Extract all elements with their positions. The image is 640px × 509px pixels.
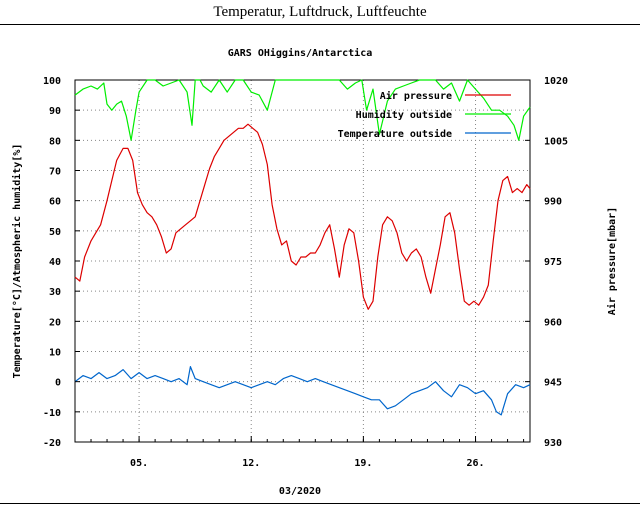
x-tick-label: 12.: [242, 458, 260, 469]
x-tick-label: 19.: [354, 458, 372, 469]
legend: Air pressure Humidity outside Temperature …: [338, 90, 511, 140]
y-tick-label-left: -20: [43, 438, 61, 449]
y-tick-label-right: 930: [544, 438, 562, 449]
y-tick-label-left: 50: [49, 227, 61, 238]
footer-rule: [0, 503, 640, 504]
x-tick-label: 26.: [466, 458, 484, 469]
y-tick-label-right: 945: [544, 378, 562, 389]
page-title: Temperatur, Luftdruck, Luftfeuchte: [213, 4, 427, 20]
series-line-air-pressure: [74, 123, 531, 310]
y-tick-label-right: 1020: [544, 76, 568, 87]
legend-label-temperature-outside: Temperature outside: [338, 128, 452, 140]
y-tick-label-left: 0: [55, 378, 61, 389]
y-tick-label-left: 80: [49, 136, 61, 147]
y-axis-label-left: Temperature[°C]/Atmospheric humidity[%]: [11, 144, 23, 379]
y-tick-label-right: 975: [544, 257, 562, 268]
y-tick-label-left: 30: [49, 287, 61, 298]
y-tick-label-left: 90: [49, 106, 61, 117]
y-tick-label-left: 60: [49, 197, 61, 208]
y-tick-label-left: 20: [49, 317, 61, 328]
y-axis-label-right: Air pressure[mbar]: [606, 207, 618, 315]
y-tick-label-right: 960: [544, 317, 562, 328]
series-line-humidity-outside: [74, 79, 531, 141]
chart-title: GARS OHiggins/Antarctica: [228, 47, 373, 59]
axis-ticks: -20-100102030405060708090100930945960975…: [43, 76, 568, 469]
y-tick-label-left: 100: [43, 76, 61, 87]
y-tick-label-left: 10: [49, 348, 61, 359]
legend-label-humidity-outside: Humidity outside: [356, 109, 452, 121]
y-tick-label-right: 990: [544, 197, 562, 208]
grid: [75, 80, 530, 442]
y-tick-label-right: 1005: [544, 136, 568, 147]
y-tick-label-left: 40: [49, 257, 61, 268]
series-layer: [74, 79, 531, 416]
header-rule: [0, 24, 640, 25]
y-tick-label-left: 70: [49, 167, 61, 178]
y-tick-label-left: -10: [43, 408, 61, 419]
x-axis-label: 03/2020: [279, 486, 321, 497]
legend-label-air-pressure: Air pressure: [380, 90, 452, 102]
x-tick-label: 05.: [130, 458, 148, 469]
series-line-temperature-outside: [74, 366, 531, 416]
